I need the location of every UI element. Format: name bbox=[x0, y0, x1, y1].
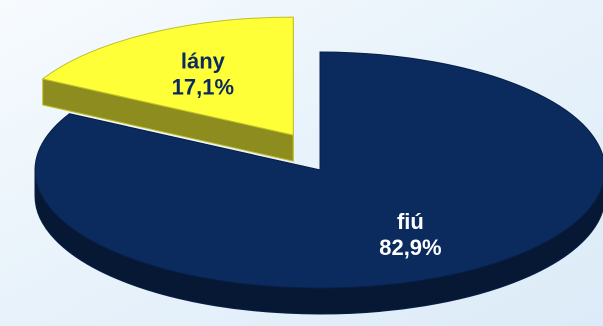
slice-fiu-category-label: fiú bbox=[397, 209, 424, 234]
slice-lany-category-label: lány bbox=[181, 48, 226, 73]
slice-fiu-top bbox=[34, 51, 603, 289]
slices-layer bbox=[34, 16, 603, 315]
slice-lany bbox=[41, 16, 294, 162]
slice-lany-top bbox=[41, 16, 294, 136]
slice-fiu-value-label: 82,9% bbox=[379, 235, 441, 260]
slice-lany-value-label: 17,1% bbox=[172, 74, 234, 99]
slice-fiu bbox=[34, 51, 603, 315]
